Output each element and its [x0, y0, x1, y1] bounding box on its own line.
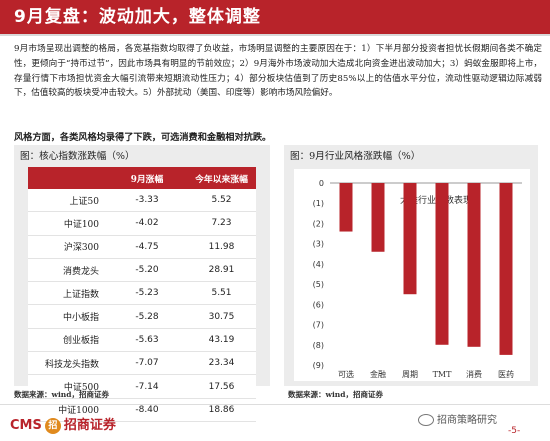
x-tick-label: 医药 [498, 369, 514, 379]
table-row: 消费龙头 -5.20 28.91 [28, 258, 256, 283]
row-sep-change: -5.28 [107, 304, 187, 329]
row-name: 中证100 [28, 211, 107, 236]
bar [339, 183, 353, 232]
table-row: 中证500 -7.14 17.56 [28, 374, 256, 399]
row-name: 中证500 [28, 374, 107, 399]
row-sep-change: -7.14 [107, 374, 187, 399]
logo-cn: 招商证券 [63, 418, 116, 433]
page-number: -5- [508, 426, 521, 436]
table-row: 科技龙头指数 -7.07 23.34 [28, 351, 256, 376]
row-sep-change: -8.40 [107, 398, 187, 422]
row-name: 沪深300 [28, 235, 107, 259]
x-tick-label: 可选 [338, 369, 354, 379]
row-sep-change: -5.20 [107, 258, 187, 283]
bar [403, 183, 417, 295]
table-row: 中证100 -4.02 7.23 [28, 211, 256, 236]
y-tick-label: (1) [313, 199, 324, 208]
y-tick-label: (9) [313, 361, 324, 370]
logo-text: CMS [10, 418, 42, 433]
row-sep-change: -3.33 [107, 189, 187, 213]
row-ytd-change: 30.75 [187, 304, 256, 329]
row-sep-change: -4.02 [107, 211, 187, 236]
row-ytd-change: 18.86 [187, 398, 256, 422]
x-tick-label: TMT [433, 370, 453, 379]
row-name: 创业板指 [28, 328, 107, 353]
table-row: 上证指数 -5.23 5.51 [28, 281, 256, 306]
page-title: 9月复盘：波动加大，整体调整 [14, 7, 261, 27]
row-name: 上证指数 [28, 281, 107, 306]
row-sep-change: -7.07 [107, 351, 187, 376]
brand-logo: CMS 招招商证券 [10, 414, 116, 434]
row-ytd-change: 11.98 [187, 235, 256, 259]
index-table: 9月涨幅 今年以来涨幅 上证50 -3.33 5.52 中证100 -4.02 7.23 沪… [28, 167, 256, 422]
y-tick-label: (6) [313, 300, 324, 309]
watermark-text: 招商策略研究 [437, 415, 497, 426]
data-source-right: 数据来源：wind，招商证券 [288, 390, 384, 399]
industry-chart-panel: 图：9月行业风格涨跌幅（%） 0 (1) (2) (3) (4) (5) (6) (7) (8)… [284, 145, 538, 386]
y-tick-label: (4) [313, 260, 324, 269]
data-source-left: 数据来源：wind，招商证券 [14, 390, 110, 399]
row-name: 上证50 [28, 189, 107, 213]
watermark: 招商策略研究 [418, 411, 497, 426]
table-header-row: 9月涨幅 今年以来涨幅 [28, 167, 256, 189]
header-divider [0, 34, 550, 36]
y-tick-label: (5) [313, 280, 324, 289]
bar [435, 183, 449, 345]
x-tick-label: 金融 [370, 369, 386, 379]
table-row: 上证50 -3.33 5.52 [28, 189, 256, 213]
y-tick-label: (7) [313, 321, 324, 330]
index-table-body: 上证50 -3.33 5.52 中证100 -4.02 7.23 沪深300 -4.75 11.… [28, 189, 256, 422]
x-tick-label: 消费 [466, 369, 482, 379]
y-tick-label: 0 [319, 179, 324, 188]
row-sep-change: -5.23 [107, 281, 187, 306]
table-row: 沪深300 -4.75 11.98 [28, 235, 256, 259]
row-name: 消费龙头 [28, 258, 107, 283]
table-header-blank [28, 167, 107, 189]
index-table-title: 图：核心指数涨跌幅（%） [20, 151, 135, 162]
bar [499, 183, 513, 355]
table-row: 中小板指 -5.28 30.75 [28, 304, 256, 329]
row-ytd-change: 43.19 [187, 328, 256, 353]
row-sep-change: -5.63 [107, 328, 187, 353]
table-header-sep: 9月涨幅 [107, 167, 187, 189]
style-summary: 风格方面，各类风格均录得了下跌，可选消费和金融相对抗跌。 [14, 132, 272, 143]
row-ytd-change: 5.51 [187, 281, 256, 306]
index-table-panel: 图：核心指数涨跌幅（%） 9月涨幅 今年以来涨幅 上证50 -3.33 5.52 中证… [14, 145, 270, 422]
wechat-icon [418, 414, 434, 426]
row-name: 科技龙头指数 [28, 351, 107, 376]
table-row: 创业板指 -5.63 43.19 [28, 328, 256, 353]
y-tick-label: (3) [313, 240, 324, 249]
chart-area: 0(1)(2)(3)(4)(5)(6)(7)(8)(9)大类行业指数表现可选金融… [294, 169, 530, 381]
y-tick-label: (8) [313, 341, 324, 350]
bar-chart: 0(1)(2)(3)(4)(5)(6)(7)(8)(9)大类行业指数表现可选金融… [313, 179, 522, 379]
row-ytd-change: 7.23 [187, 211, 256, 236]
row-ytd-change: 5.52 [187, 189, 256, 213]
row-ytd-change: 28.91 [187, 258, 256, 283]
body-paragraph: 9月市场呈现出调整的格局，各宽基指数均取得了负收益，市场明显调整的主要原因在于：… [14, 44, 542, 99]
row-name: 中小板指 [28, 304, 107, 329]
row-sep-change: -4.75 [107, 235, 187, 259]
header-bar: 9月复盘：波动加大，整体调整 [0, 0, 550, 34]
industry-chart-title: 图：9月行业风格涨跌幅（%） [290, 151, 421, 162]
bar [371, 183, 385, 252]
table-header-ytd: 今年以来涨幅 [187, 167, 256, 189]
row-ytd-change: 23.34 [187, 351, 256, 376]
x-tick-label: 周期 [402, 370, 418, 379]
row-ytd-change: 17.56 [187, 374, 256, 399]
bar [467, 183, 481, 347]
footer-divider [0, 404, 550, 405]
logo-mark-icon: 招 [44, 417, 61, 434]
y-tick-label: (2) [313, 219, 324, 228]
